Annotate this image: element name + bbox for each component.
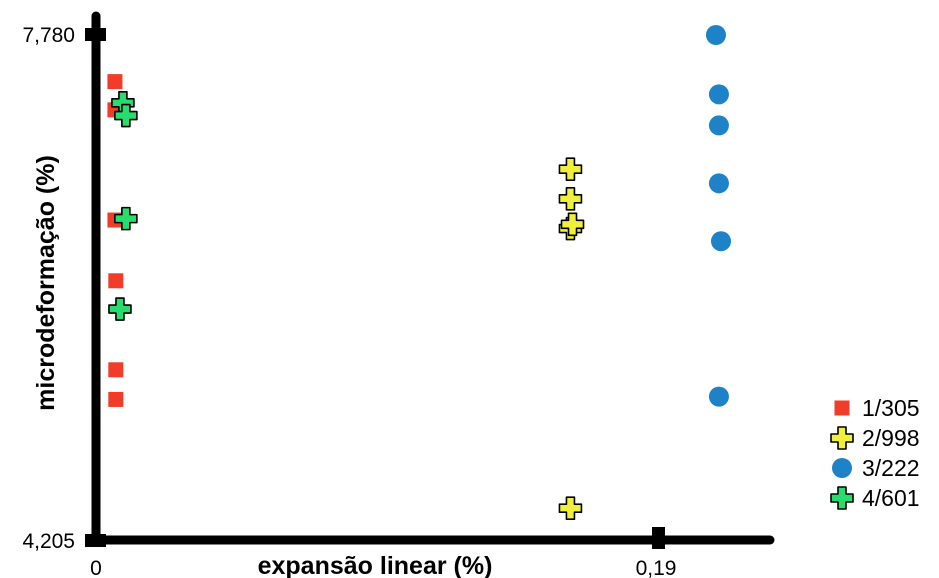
data-point-4-601-4 [108,297,132,321]
data-point-2-998-4 [560,212,585,237]
legend-marker-3 [832,458,852,478]
x-axis-title: expansão linear (%) [258,552,493,578]
data-point-3-222-4 [708,173,729,194]
legend: 1/305 2/998 3/222 4/601 [830,395,920,511]
x-tick-label-left: 0 [90,557,102,578]
y-tick-label-top: 7,780 [22,24,75,47]
legend-label-3: 3/222 [862,455,920,481]
data-point-2-998-2 [558,187,583,211]
data-point-1-305-1 [107,74,123,90]
data-point-3-222-6 [708,386,729,407]
legend-marker-4 [830,486,854,510]
data-point-3-222-1 [705,25,726,45]
legend-label-4: 4/601 [862,485,920,511]
y-tick-mark-bottom [85,534,106,547]
data-point-1-305-6 [108,391,124,407]
data-point-4-601-2 [114,103,138,128]
y-axis-title: microdeformação (%) [32,155,60,411]
data-point-4-601-3 [114,206,138,231]
data-point-3-222-2 [708,84,729,105]
data-point-3-222-3 [708,115,729,136]
legend-marker-2 [830,426,854,450]
data-point-2-998-1 [558,157,583,181]
y-tick-label-bottom: 4,205 [22,530,75,553]
legend-label-1: 1/305 [862,395,920,421]
data-point-3-222-5 [711,231,732,252]
legend-label-2: 2/998 [862,425,920,451]
legend-marker-1 [834,400,850,416]
data-point-1-305-5 [108,362,124,378]
x-tick-label-right: 0,19 [636,557,677,578]
data-point-2-998-5 [558,496,583,521]
data-point-1-305-4 [108,273,124,289]
y-tick-mark-top [85,28,106,41]
x-tick-mark-right [652,527,665,549]
data-marks [107,25,732,521]
